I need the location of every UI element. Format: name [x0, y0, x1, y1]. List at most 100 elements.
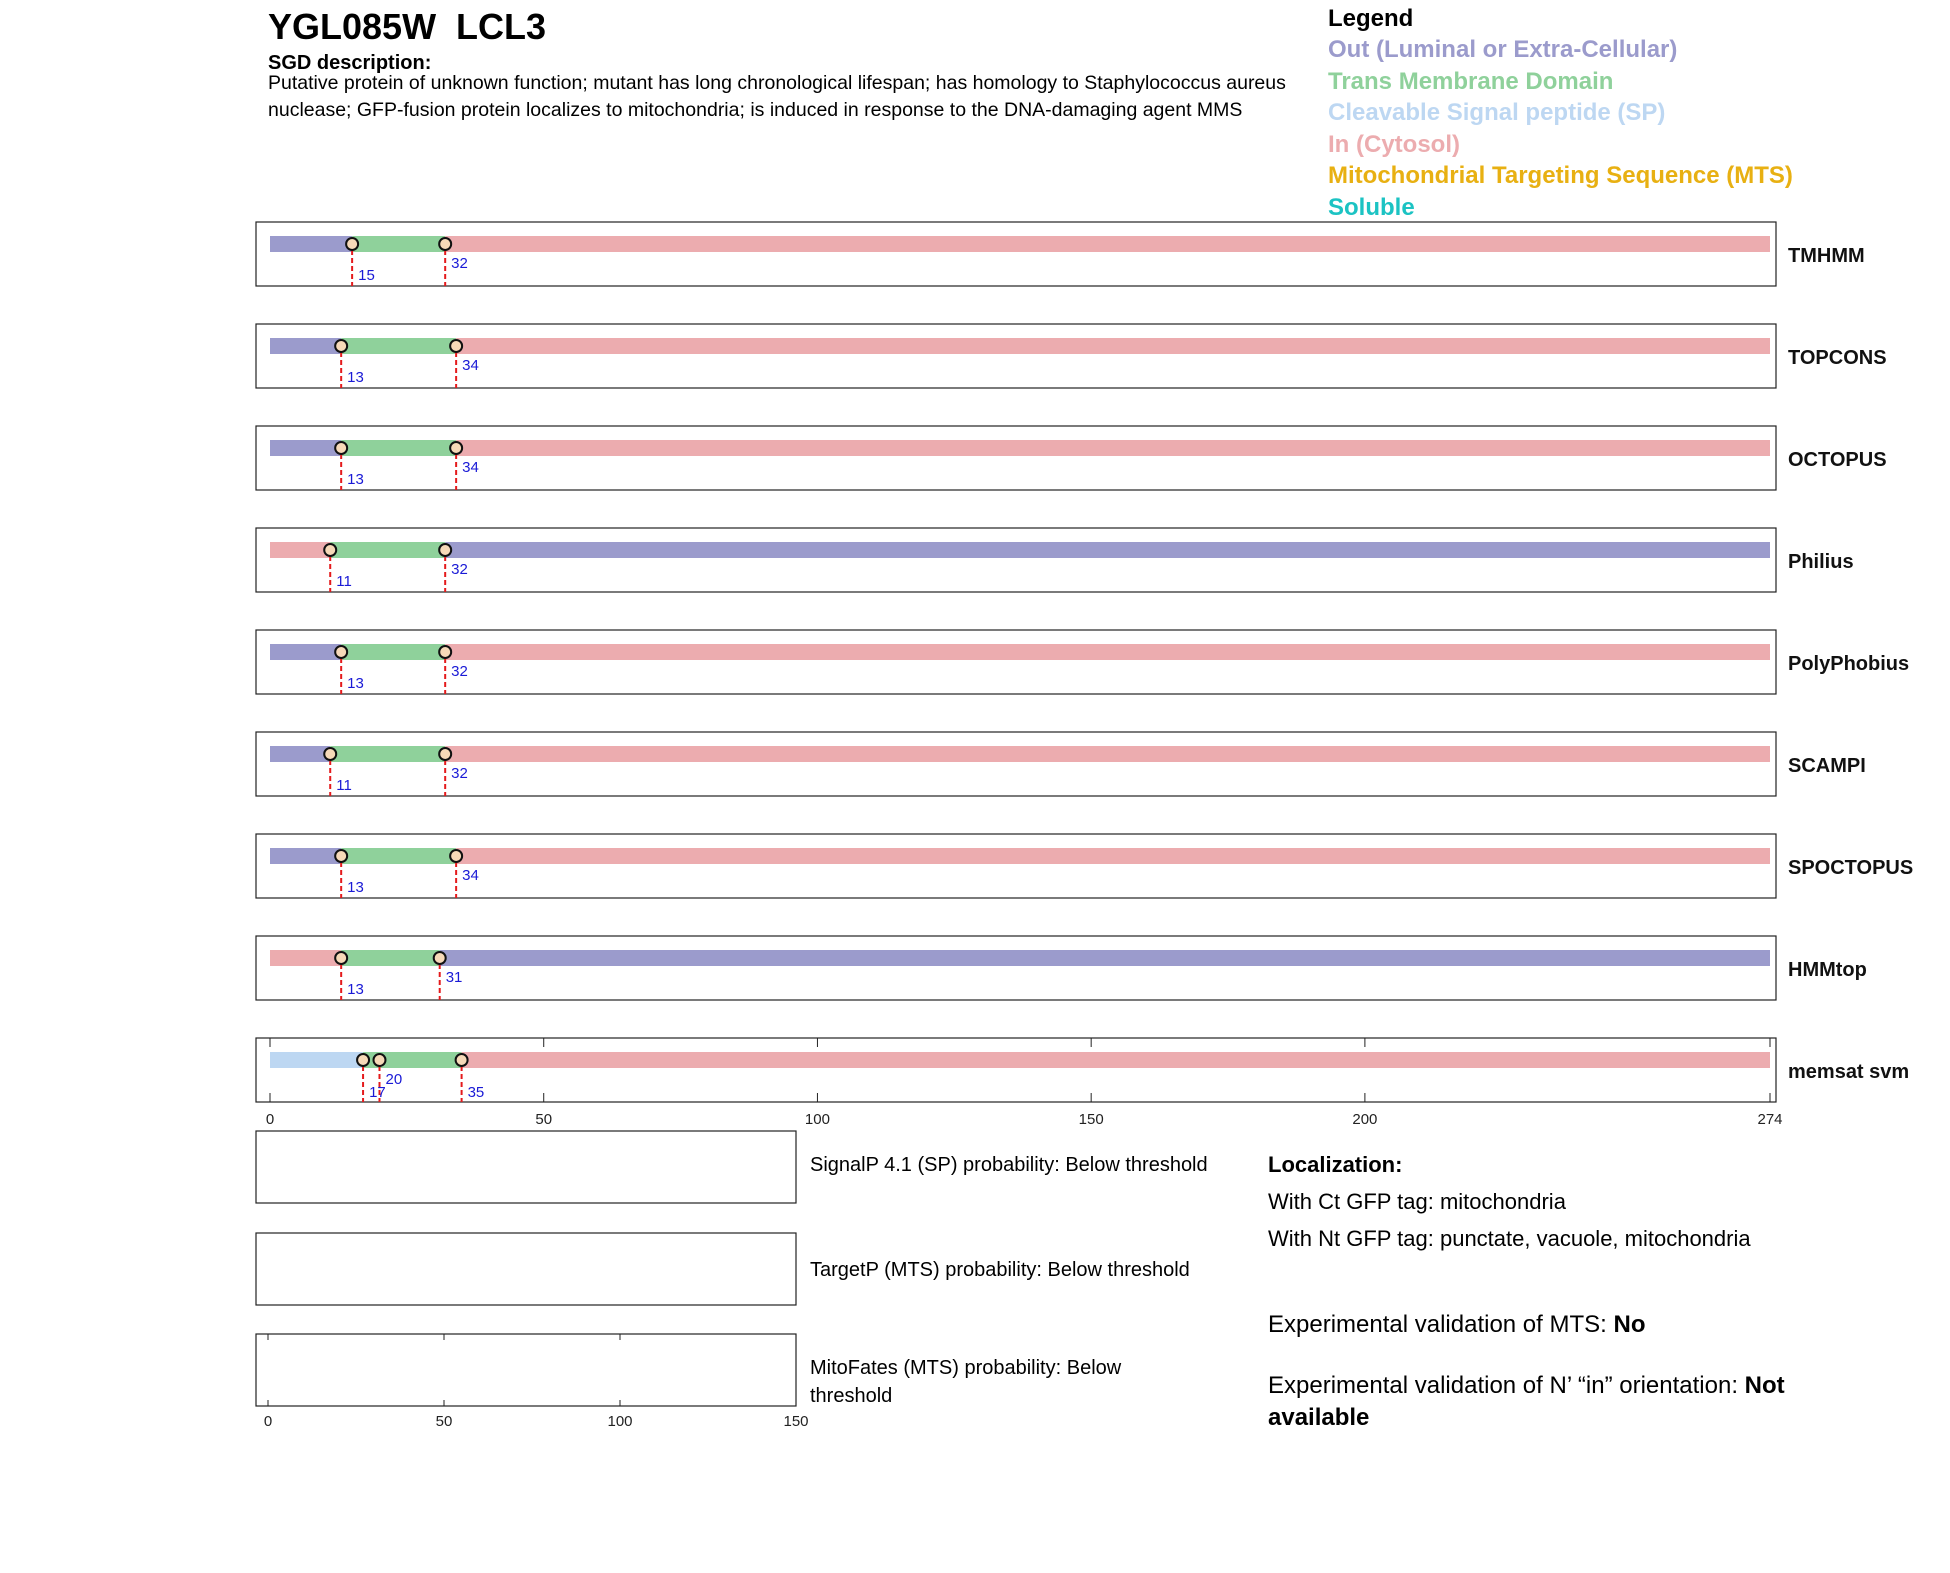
- legend-item-mts: Mitochondrial Targeting Sequence (MTS): [1328, 162, 1793, 190]
- predictor-row-spoctopus: 13 34 SPOCTOPUS: [255, 833, 1913, 899]
- boundary-marker: [345, 237, 360, 251]
- boundary-label: 13: [347, 981, 364, 998]
- legend-item-in: In (Cytosol): [1328, 130, 1460, 158]
- boundary-marker: [449, 441, 464, 455]
- predictor-frame: [255, 323, 1777, 389]
- predictor-frame: [255, 221, 1777, 287]
- predictor-name: SPOCTOPUS: [1788, 857, 1913, 879]
- segment-in: [456, 848, 1771, 864]
- segment-tm: [341, 338, 457, 354]
- segment-tm: [330, 746, 446, 762]
- boundary-label: 34: [462, 357, 479, 374]
- probability-panel-2: 0 50 100 150: [255, 1333, 809, 1430]
- legend-item-sp: Cleavable Signal peptide (SP): [1328, 99, 1666, 127]
- predictor-row-scampi: 11 32 SCAMPI: [255, 731, 1866, 797]
- boundary-marker: [372, 1053, 387, 1067]
- segment-out: [270, 338, 342, 354]
- predictor-frame: [255, 935, 1777, 1001]
- boundary-label: 17: [369, 1084, 386, 1101]
- predictor-name: memsat svm: [1788, 1061, 1909, 1083]
- segment-out: [270, 746, 331, 762]
- mts-validation: Experimental validation of MTS: No: [1268, 1311, 1645, 1339]
- mitofates-label: MitoFates (MTS) probability: Below thres…: [810, 1357, 1122, 1407]
- predictor-name: TMHMM: [1788, 245, 1865, 267]
- segment-out: [270, 848, 342, 864]
- segment-tm: [341, 950, 440, 966]
- predictor-name: HMMtop: [1788, 959, 1867, 981]
- boundary-marker: [438, 645, 453, 659]
- predictor-name: OCTOPUS: [1788, 449, 1887, 471]
- boundary-marker: [454, 1053, 469, 1067]
- legend-item-soluble: Soluble: [1328, 193, 1415, 221]
- segment-in: [456, 338, 1771, 354]
- segment-tm: [330, 542, 446, 558]
- predictor-frame: [255, 629, 1777, 695]
- segment-out: [270, 644, 342, 660]
- orientation-validation-value: Not available: [1268, 1372, 1785, 1431]
- predictor-row-octopus: 13 34 OCTOPUS: [255, 425, 1887, 491]
- page-title: YGL085W LCL3: [268, 6, 547, 47]
- legend-title: Legend: [1328, 5, 1414, 32]
- x-tick-label: 200: [1352, 1111, 1377, 1128]
- segment-tm: [352, 236, 446, 252]
- mts-validation-label: Experimental validation of MTS:: [1268, 1311, 1614, 1338]
- x-tick-label: 50: [535, 1111, 552, 1128]
- boundary-label: 11: [336, 777, 352, 794]
- legend: Legend Out (Luminal or Extra-Cellular) T…: [1328, 4, 1793, 224]
- boundary-label: 15: [358, 267, 375, 284]
- sgd-description-text: Putative protein of unknown function; mu…: [268, 72, 1286, 121]
- boundary-marker: [356, 1053, 371, 1067]
- boundary-marker: [449, 339, 464, 353]
- segment-sp: [270, 1052, 364, 1068]
- x-tick-label: 150: [1079, 1111, 1104, 1128]
- boundary-marker: [438, 237, 453, 251]
- boundary-label: 13: [347, 369, 364, 386]
- x-tick-label: 150: [783, 1413, 808, 1430]
- targetp-label: TargetP (MTS) probability: Below thresho…: [810, 1259, 1190, 1281]
- boundary-label: 13: [347, 471, 364, 488]
- segment-in: [445, 644, 1770, 660]
- predictor-row-hmmtop: 13 31 HMMtop: [255, 935, 1867, 1001]
- orientation-validation: Experimental validation of N’ “in” orien…: [1268, 1370, 1868, 1434]
- predictor-frame: [255, 1037, 1777, 1103]
- segment-tm: [341, 848, 457, 864]
- segment-in: [270, 950, 342, 966]
- x-tick-label: 274: [1757, 1111, 1782, 1128]
- segment-out: [270, 440, 342, 456]
- boundary-label: 32: [451, 255, 468, 272]
- localization-title: Localization:: [1268, 1152, 1403, 1177]
- predictor-name: SCAMPI: [1788, 755, 1866, 777]
- predictor-name: Philius: [1788, 551, 1854, 573]
- x-tick-label: 0: [264, 1413, 272, 1430]
- segment-in: [445, 746, 1770, 762]
- boundary-label: 13: [347, 879, 364, 896]
- predictor-frame: [255, 833, 1777, 899]
- orientation-validation-label: Experimental validation of N’ “in” orien…: [1268, 1372, 1745, 1399]
- boundary-label: 20: [385, 1071, 402, 1088]
- probability-frame: [255, 1232, 797, 1306]
- boundary-marker: [334, 849, 349, 863]
- boundary-label: 34: [462, 459, 479, 476]
- boundary-label: 34: [462, 867, 479, 884]
- boundary-marker: [449, 849, 464, 863]
- predictor-name: TOPCONS: [1788, 347, 1887, 369]
- x-tick-label: 100: [805, 1111, 830, 1128]
- mts-validation-value: No: [1613, 1311, 1646, 1338]
- sgd-description-label: SGD description:: [268, 52, 432, 74]
- boundary-label: 32: [451, 561, 468, 578]
- segment-tm: [341, 644, 446, 660]
- boundary-marker: [334, 339, 349, 353]
- predictor-frame: [255, 731, 1777, 797]
- x-tick-label: 100: [607, 1413, 632, 1430]
- boundary-marker: [334, 645, 349, 659]
- probability-panel-1: [255, 1232, 797, 1306]
- probability-panel-0: [255, 1130, 797, 1204]
- probability-frame: [255, 1130, 797, 1204]
- probability-frame: [255, 1333, 797, 1407]
- boundary-label: 32: [451, 765, 468, 782]
- boundary-marker: [323, 543, 338, 557]
- boundary-label: 11: [336, 573, 352, 590]
- segment-in: [456, 440, 1771, 456]
- legend-item-out: Out (Luminal or Extra-Cellular): [1328, 36, 1678, 63]
